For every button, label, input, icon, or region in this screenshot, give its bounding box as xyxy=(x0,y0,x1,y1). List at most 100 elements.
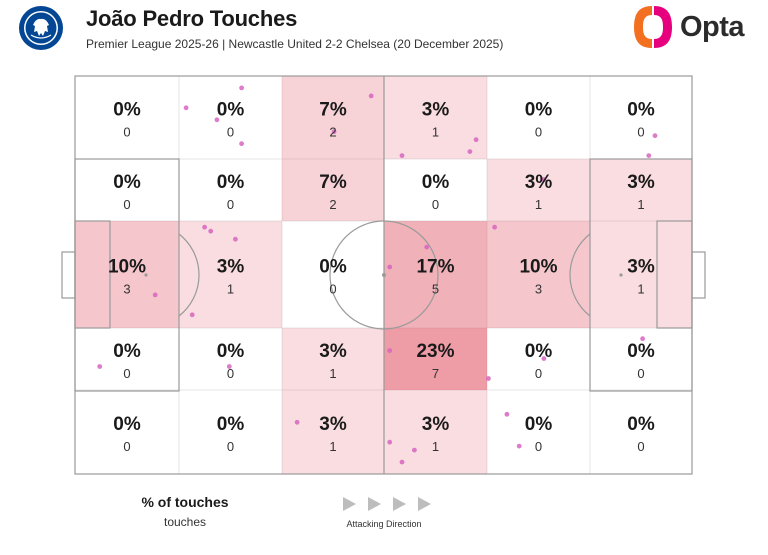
touch-point xyxy=(504,411,510,417)
touch-point xyxy=(424,244,430,250)
legend-pct-label: % of touches xyxy=(141,494,229,510)
touch-point xyxy=(399,153,405,159)
right-penalty-arc xyxy=(569,233,591,317)
zone-percent-label: 23% xyxy=(416,341,454,362)
touch-point xyxy=(239,85,245,91)
zone-percent-label: 10% xyxy=(519,257,557,278)
zone-percent-label: 0% xyxy=(525,100,553,121)
zone-percent-label: 3% xyxy=(422,100,450,121)
zone-percent-label: 0% xyxy=(113,414,141,435)
touch-point xyxy=(97,364,103,369)
touch-point xyxy=(368,93,374,99)
touch-point xyxy=(541,177,547,182)
zone-percent-label: 0% xyxy=(217,414,245,435)
zone-count-label: 1 xyxy=(329,439,336,454)
touch-point xyxy=(239,141,245,147)
zone-percent-label: 7% xyxy=(319,172,347,193)
left-goal xyxy=(61,251,76,299)
heat-cell xyxy=(384,328,487,390)
touch-point xyxy=(226,364,232,369)
right-penalty-spot xyxy=(619,273,623,277)
zone-percent-label: 17% xyxy=(416,257,454,278)
zone-percent-label: 0% xyxy=(627,100,655,121)
zone-count-label: 0 xyxy=(637,366,644,381)
zone-percent-label: 3% xyxy=(627,172,655,193)
zone-count-label: 1 xyxy=(432,125,439,140)
zone-percent-label: 0% xyxy=(217,172,245,193)
touch-point xyxy=(652,133,658,139)
touch-point xyxy=(208,228,214,234)
zone-percent-label: 0% xyxy=(525,414,553,435)
touch-point xyxy=(492,224,497,230)
zone-count-label: 0 xyxy=(227,125,234,140)
chelsea-crest-icon xyxy=(19,6,63,50)
heat-cell xyxy=(75,221,179,328)
touch-point xyxy=(233,236,238,242)
heat-cell xyxy=(590,159,692,221)
zone-percent-label: 0% xyxy=(627,414,655,435)
heat-cell xyxy=(487,159,590,221)
zone-percent-label: 0% xyxy=(113,172,141,193)
zone-percent-label: 3% xyxy=(319,414,347,435)
heat-cell xyxy=(282,76,384,159)
zone-count-label: 2 xyxy=(329,197,336,212)
zone-count-label: 1 xyxy=(329,366,336,381)
zone-percent-label: 0% xyxy=(627,341,655,362)
zone-count-label: 0 xyxy=(535,439,542,454)
touch-point xyxy=(183,105,189,111)
zone-count-label: 1 xyxy=(227,282,234,297)
heat-cell xyxy=(590,221,692,328)
left-penalty-arc xyxy=(178,233,200,317)
zone-percent-label: 0% xyxy=(217,341,245,362)
zone-percent-label: 3% xyxy=(217,257,245,278)
zone-count-label: 1 xyxy=(535,197,542,212)
zone-percent-label: 0% xyxy=(217,100,245,121)
zone-count-label: 0 xyxy=(535,125,542,140)
match-subtitle: Premier League 2025-26 | Newcastle Unite… xyxy=(86,37,504,51)
touch-point xyxy=(646,153,652,159)
zone-count-label: 5 xyxy=(432,282,439,297)
heat-cell xyxy=(282,390,384,474)
heat-cell xyxy=(282,159,384,221)
page-title: João Pedro Touches xyxy=(86,6,298,31)
touch-point xyxy=(473,137,479,143)
zone-count-label: 0 xyxy=(123,439,130,454)
heat-cell xyxy=(487,221,590,328)
zone-count-label: 0 xyxy=(227,439,234,454)
touch-point xyxy=(387,439,393,445)
zone-count-label: 0 xyxy=(535,366,542,381)
zone-percent-label: 0% xyxy=(113,341,141,362)
zone-count-label: 0 xyxy=(227,366,234,381)
touch-point xyxy=(189,312,195,318)
zone-percent-label: 3% xyxy=(422,414,450,435)
attacking-direction-label: Attacking Direction xyxy=(346,519,422,529)
zone-count-label: 2 xyxy=(329,125,336,140)
zone-percent-label: 0% xyxy=(319,257,347,278)
right-goal xyxy=(691,251,706,299)
opta-wordmark: Opta xyxy=(680,11,745,43)
touch-point xyxy=(294,419,300,425)
touch-point xyxy=(516,443,522,449)
zone-percent-label: 3% xyxy=(627,257,655,278)
attacking-direction-arrows-icon xyxy=(343,497,431,511)
zone-count-label: 1 xyxy=(637,197,644,212)
opta-logo: Opta xyxy=(630,3,755,51)
zone-percent-label: 7% xyxy=(319,100,347,121)
touch-point xyxy=(331,129,337,135)
zone-count-label: 0 xyxy=(227,197,234,212)
touch-point xyxy=(412,447,417,453)
zone-count-label: 0 xyxy=(432,197,439,212)
heat-cell xyxy=(384,221,487,328)
zone-percent-label: 0% xyxy=(113,100,141,121)
legend: % of touches touches xyxy=(110,494,260,529)
zone-count-label: 0 xyxy=(329,282,336,297)
heat-cell xyxy=(384,76,487,159)
zone-percent-label: 10% xyxy=(108,257,146,278)
touch-point xyxy=(387,348,393,353)
zone-percent-label: 3% xyxy=(319,341,347,362)
zone-count-label: 0 xyxy=(123,366,130,381)
touch-point xyxy=(541,356,547,361)
zone-count-label: 0 xyxy=(123,125,130,140)
zone-percent-label: 3% xyxy=(525,172,553,193)
